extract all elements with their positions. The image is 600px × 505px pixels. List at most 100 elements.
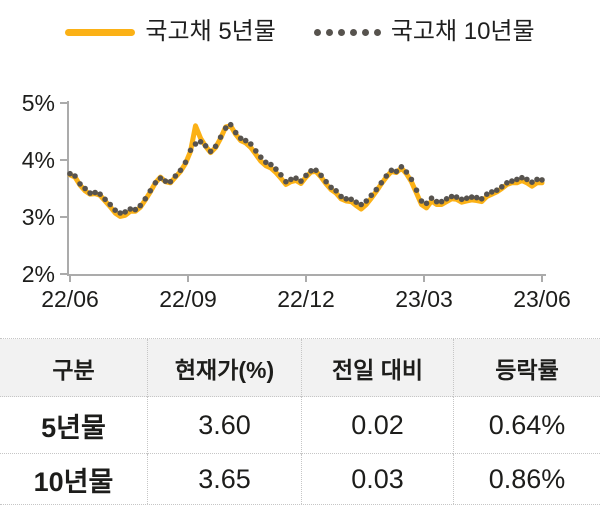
series-10yr-dot [97,191,103,197]
series-10yr-dot [117,210,123,216]
series-10yr-dot [313,167,319,174]
series-10yr-dot [222,125,229,131]
series-10yr-dot [172,173,179,179]
series-5yr-line [67,123,545,219]
series-10yr-dot [323,178,329,185]
series-10yr-dot [433,198,440,205]
series-10yr-dot [157,175,164,181]
bond-summary-table: 구분 현재가(%) 전일 대비 등락률 5년물 3.60 0.02 0.64% … [0,338,600,505]
x-axis-label: 22/12 [277,286,335,312]
series-10yr-dot [67,170,73,177]
series-10yr-dot [227,121,234,128]
series-10yr-dot [278,172,284,178]
series-10yr-dot [177,167,184,174]
series-10yr-dot [368,192,375,199]
series-10yr-dot [192,141,199,147]
legend-label-5yr: 국고채 5년물 [145,18,276,45]
series-10yr-dot [242,137,249,144]
series-10yr-dot [318,172,324,179]
series-10yr-dot [514,176,520,183]
series-10yr-dot [182,159,189,166]
series-10yr-dot [338,193,344,200]
series-10yr-dot [142,196,149,202]
series-10yr-dot [298,178,304,184]
series-10yr-dot [509,178,515,184]
series-10yr-dot [428,195,435,201]
series-10yr-dot [77,181,83,187]
series-10yr-dot [388,167,395,174]
series-10yr-dot [534,176,540,183]
series-10yr-dot [468,194,475,200]
series-10yr-dot [132,206,139,213]
chart-legend: 국고채 5년물 국고채 10년물 [0,14,600,50]
series-10yr-dot [273,166,279,172]
y-axis-label: 3% [22,204,55,230]
series-10yr-dot [152,180,159,186]
series-10yr-dot [448,193,455,200]
bond-yield-line-chart: 5% 4% 3% 2%22/06 22/09 22/12 23/03 23/06 [22,90,571,312]
series-10yr-dot [253,148,259,154]
series-10yr-dot [112,207,118,213]
series-10yr-dot [92,189,98,196]
series-10yr-dot [212,143,219,150]
series-10yr-dot [333,188,339,194]
series-10yr-dot [82,185,88,192]
series-10yr-dot [102,196,108,203]
series-10yr-dot [423,200,430,207]
series-10yr-dot [473,194,480,201]
legend-item-10yr: 국고채 10년물 [313,18,535,45]
series-10yr-dot [348,196,355,203]
series-10yr-dot [443,196,450,202]
table-row-10yr-current: 3.65 [147,454,301,504]
series-10yr-dot [403,169,410,175]
series-10yr-dot [202,143,209,149]
y-axis-label: 2% [22,261,55,287]
series-10yr-dot [293,175,299,181]
table-row-5yr-current: 3.60 [147,397,301,454]
legend-label-10yr: 국고채 10년물 [390,18,535,45]
series-10yr-dot [258,154,264,160]
series-10yr-dot [207,148,214,155]
series-10yr-dot [107,201,113,208]
table-row-5yr-rate: 0.64% [453,397,600,454]
table-header-category: 구분 [0,339,147,397]
series-10yr-dot [418,198,425,204]
series-10yr-dot [248,141,254,147]
table-header-current: 현재가(%) [147,339,301,397]
table-header-change-rate: 등락률 [453,339,600,397]
series-10yr-dot [353,199,360,205]
series-10yr-dot [393,168,400,175]
series-10yr-dot [413,187,420,193]
legend-item-5yr: 국고채 5년물 [65,18,276,45]
series-10yr-dot [519,174,525,181]
table-row-10yr-change: 0.03 [301,454,453,504]
series-10yr-dot [408,176,415,183]
series-10yr-dot [127,206,134,212]
series-10yr-dot [303,172,309,179]
y-axis-label: 4% [22,147,55,173]
series-10yr-dot [378,180,385,186]
table-row-5yr-change: 0.02 [301,397,453,454]
series-10yr-dot [137,202,144,209]
series-10yr-dot [504,180,510,186]
series-10yr-dot [343,196,350,202]
table-row-10yr-label: 10년물 [33,466,114,497]
series-10yr-dot [453,194,460,200]
series-10yr-dot [398,164,405,170]
series-10yr-dot [539,177,545,183]
series-10yr-dot [237,135,244,142]
y-axis-label: 5% [22,90,55,116]
series-10yr-dot [478,196,485,202]
series-10yr-dot [187,147,194,154]
series-10yr-dot [72,173,78,179]
series-10yr-dot [524,176,530,183]
series-10yr-dot [383,173,390,179]
series-10yr-dot [484,191,490,197]
series-10yr-dot [197,139,204,145]
series-10yr-dot [162,178,169,184]
series-10yr-dot [328,184,334,191]
series-10yr-dot [147,188,154,194]
x-axis-label: 23/03 [395,286,453,312]
series-10yr-dot [529,179,535,185]
